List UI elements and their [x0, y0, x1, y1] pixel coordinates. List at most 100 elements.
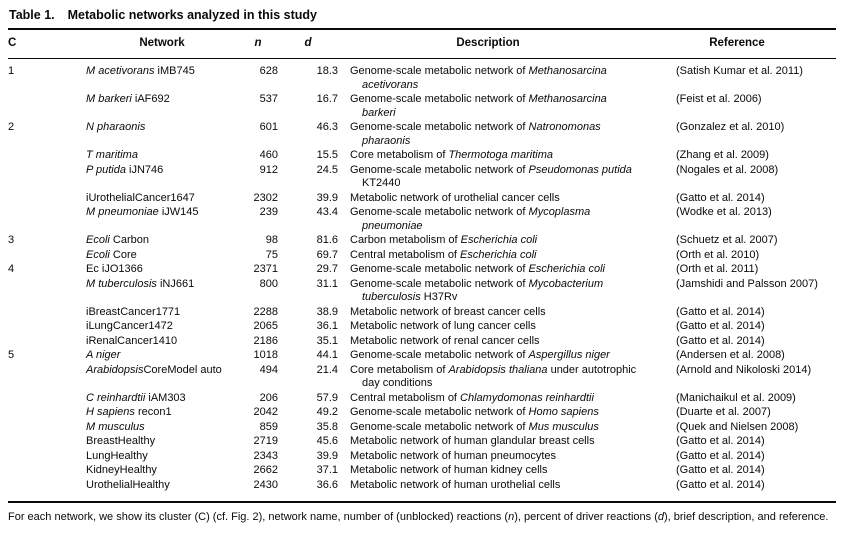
species-name: Homo sapiens	[528, 406, 599, 418]
cell-n: 2302	[253, 191, 278, 204]
cell-network: iUrothelialCancer1647	[86, 192, 238, 207]
text-segment: iJN746	[125, 163, 164, 176]
text-segment: Core metabolism of	[350, 363, 449, 376]
cell-description: Metabolic network of human urothelial ce…	[338, 479, 638, 502]
cell-d: 35.8	[316, 420, 338, 433]
cell-reference: (Andersen et al. 2008)	[676, 349, 785, 361]
text-segment: KT2440	[362, 177, 401, 189]
cell-n: 2186	[253, 334, 278, 347]
cell-n: 239	[259, 206, 278, 218]
species-name: d	[657, 511, 664, 523]
cell-network: Ecoli Core	[86, 249, 238, 264]
text-segment: Metabolic network of breast cancer cells	[350, 305, 546, 318]
cell-reference: (Wodke et al. 2013)	[676, 206, 772, 218]
cell-d: 36.1	[316, 320, 338, 332]
cell-description: Genome-scale metabolic network of Homo s…	[338, 406, 638, 421]
cell-description: Core metabolism of Thermotoga maritima	[338, 149, 638, 164]
text-segment: Genome-scale metabolic network of	[350, 349, 529, 361]
cell-network: iBreastCancer1771	[86, 306, 238, 321]
text-segment: Core metabolism of	[350, 149, 449, 161]
text-segment: Central metabolism of	[350, 248, 461, 261]
text-segment: ), percent of driver reactions (	[514, 511, 658, 523]
rule-under-title	[8, 28, 836, 30]
cell-network: LungHealthy	[86, 450, 238, 465]
cell-d: 21.4	[316, 363, 338, 376]
cell-reference: (Arnold and Nikoloski 2014)	[676, 363, 812, 376]
cell-reference: (Manichaikul et al. 2009)	[676, 391, 796, 404]
rule-above-footnote	[8, 501, 836, 503]
cell-description: Genome-scale metabolic network of Escher…	[338, 263, 638, 278]
text-segment: iLungCancer1472	[86, 320, 173, 332]
column-header-description: Description	[338, 30, 638, 59]
table-header-row: C Network n d Description Reference	[8, 30, 836, 59]
text-segment: Metabolic network of human glandular bre…	[350, 435, 595, 447]
cell-c	[8, 192, 86, 207]
cell-description: Genome-scale metabolic network of Mycoba…	[338, 278, 638, 306]
cell-c	[8, 149, 86, 164]
cell-reference: (Zhang et al. 2009)	[676, 149, 769, 161]
cell-network: UrothelialHealthy	[86, 479, 238, 502]
cell-c: 4	[8, 263, 15, 275]
cell-c	[8, 406, 86, 421]
cell-reference: (Schuetz et al. 2007)	[676, 234, 778, 246]
cell-n: 2288	[253, 305, 278, 318]
species-name: M barkeri	[86, 93, 132, 105]
cell-n: 2065	[253, 320, 278, 332]
cell-reference: (Satish Kumar et al. 2011)	[676, 65, 803, 77]
text-segment: Metabolic network of urothelial cancer c…	[350, 191, 560, 204]
table-row: H sapiens recon1 2042 49.2 Genome-scale met…	[8, 406, 836, 421]
text-segment: iAF692	[131, 93, 170, 105]
text-segment: Carbon	[109, 234, 149, 246]
cell-d: 81.6	[316, 234, 338, 246]
text-segment: iMB745	[154, 65, 195, 77]
cell-description: Metabolic network of renal cancer cells	[338, 335, 638, 350]
text-segment: Carbon metabolism of	[350, 234, 461, 246]
cell-d: 49.2	[316, 406, 338, 418]
cell-reference: (Quek and Nielsen 2008)	[676, 420, 799, 433]
table-number: Table 1.	[9, 8, 55, 22]
species-name: Escherichia coli	[460, 234, 538, 246]
cell-network: M pneumoniae iJW145	[86, 206, 238, 234]
cell-n: 494	[259, 363, 278, 376]
cell-network: BreastHealthy	[86, 435, 238, 450]
cell-c	[8, 464, 86, 479]
cell-n: 1018	[253, 349, 278, 361]
species-name: n	[508, 511, 515, 523]
cell-c	[8, 435, 86, 450]
cell-c: 2	[8, 121, 15, 133]
table-row: BreastHealthy 2719 45.6 Metabolic network o…	[8, 435, 836, 450]
cell-d: 16.7	[316, 93, 338, 105]
cell-reference: (Gatto et al. 2014)	[676, 435, 765, 447]
cell-c	[8, 450, 86, 465]
species-name: N pharaonis	[86, 121, 146, 133]
cell-d: 18.3	[316, 65, 338, 77]
text-segment: Genome-scale metabolic network of	[350, 277, 529, 290]
table-row: KidneyHealthy 2662 37.1 Metabolic network o…	[8, 464, 836, 479]
text-segment: Central metabolism of	[350, 391, 461, 404]
table-row: iBreastCancer1771 2288 38.9 Metabolic netwo…	[8, 306, 836, 321]
cell-network: iLungCancer1472	[86, 320, 238, 335]
cell-description: Metabolic network of human pneumocytes	[338, 450, 638, 465]
cell-c	[8, 249, 86, 264]
table-row: 3 Ecoli Carbon 98 81.6 Carbon metabolism of …	[8, 234, 836, 249]
table-row: UrothelialHealthy 2430 36.6 Metabolic netwo…	[8, 479, 836, 502]
text-segment: Genome-scale metabolic network of	[350, 121, 529, 133]
species-name: Arabidopsis	[86, 363, 144, 376]
species-name: Arabidopsis thaliana	[448, 363, 548, 376]
cell-reference: (Orth et al. 2011)	[676, 263, 759, 275]
text-segment: recon1	[134, 406, 172, 418]
cell-network: M acetivorans iMB745	[86, 59, 238, 94]
cell-description: Carbon metabolism of Escherichia coli	[338, 234, 638, 249]
species-name: H sapiens	[86, 406, 135, 418]
species-name: Aspergillus niger	[528, 349, 610, 361]
cell-d: 29.7	[316, 263, 338, 275]
cell-n: 2371	[253, 263, 278, 275]
text-segment: Genome-scale metabolic network of	[350, 206, 529, 218]
cell-n: 537	[259, 93, 278, 105]
species-name: C reinhardtii	[86, 391, 146, 404]
text-segment: UrothelialHealthy	[86, 478, 170, 491]
table-row: M tuberculosis iNJ661 800 31.1 Genome-scale…	[8, 278, 836, 306]
cell-description: Metabolic network of human glandular bre…	[338, 435, 638, 450]
text-segment: under autotrophic day conditions	[362, 363, 637, 390]
